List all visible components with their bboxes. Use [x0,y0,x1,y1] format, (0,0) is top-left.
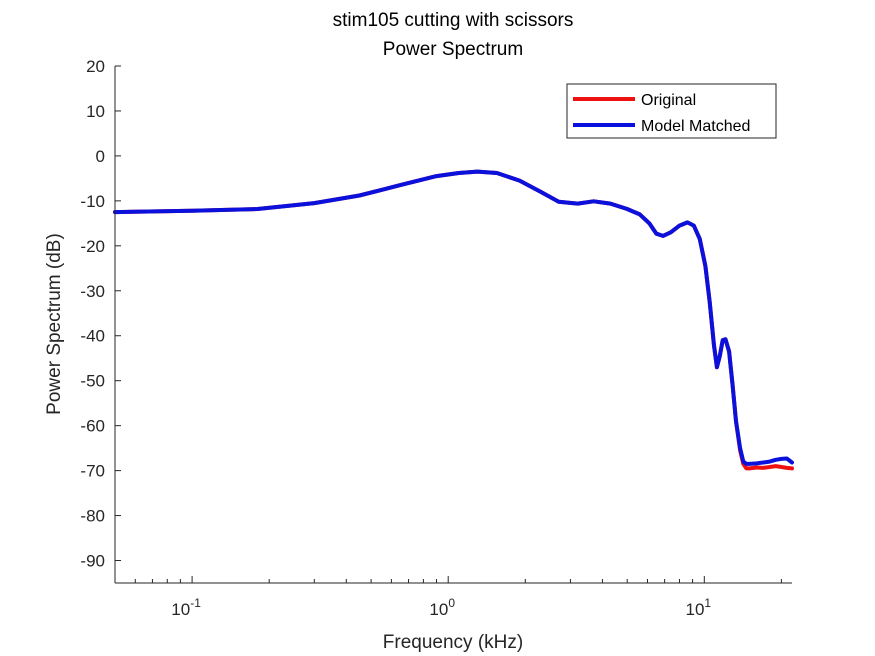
y-tick-label: -70 [80,462,105,481]
y-tick-label: -40 [80,327,105,346]
y-tick-label: -10 [80,192,105,211]
y-tick-label: 10 [86,102,105,121]
plot-area [113,169,794,471]
y-tick-label: -80 [80,507,105,526]
chart-subtitle: Power Spectrum [383,39,523,60]
legend-label-original: Original [641,92,696,109]
x-axis-label: Frequency (kHz) [383,632,523,653]
x-tick-label: 100 [429,596,455,619]
y-tick-label: -20 [80,237,105,256]
x-tick-label: 10-1 [171,596,201,619]
y-tick-label: -50 [80,372,105,391]
y-axis-label: Power Spectrum (dB) [44,233,65,415]
chart-title: stim105 cutting with scissors [333,10,574,31]
axes [114,65,792,584]
y-tick-label: -90 [80,552,105,571]
x-tick-label: 101 [685,596,711,619]
legend-box [566,83,777,139]
y-tick-label: 0 [96,147,105,166]
y-tick-label: -30 [80,282,105,301]
legend-label-model-matched: Model Matched [641,118,750,135]
y-tick-label: -60 [80,417,105,436]
series-line-model-matched [113,169,794,466]
y-tick-label: 20 [86,57,105,76]
legend: Original Model Matched [566,83,777,139]
